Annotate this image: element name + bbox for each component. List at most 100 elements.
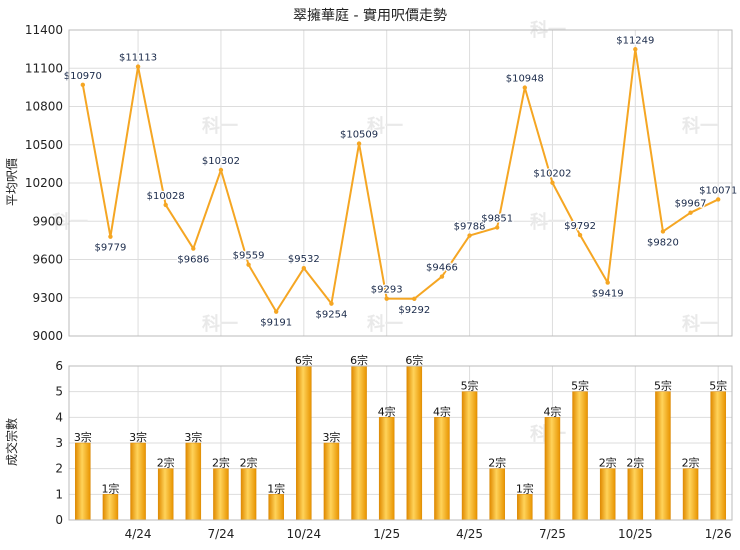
price-data-label: $10948 [506, 74, 544, 85]
volume-bar-label: 2宗 [682, 456, 700, 470]
price-data-label: $11113 [119, 53, 157, 64]
price-tick-label: 10800 [25, 100, 63, 114]
price-data-label: $9779 [95, 243, 127, 254]
volume-bar [75, 442, 91, 521]
volume-tick-label: 3 [55, 436, 63, 450]
volume-bar-label: 5宗 [709, 379, 727, 393]
volume-bar-label: 1宗 [267, 481, 285, 495]
price-point [688, 210, 693, 215]
price-data-label: $9792 [564, 221, 596, 232]
volume-bar-label: 2宗 [488, 456, 506, 470]
price-point [715, 197, 721, 202]
price-data-label: $10509 [340, 130, 378, 141]
volume-bar-label: 4宗 [378, 404, 396, 418]
x-tick-label: 10/24 [287, 527, 322, 541]
volume-bar-label: 2宗 [157, 456, 175, 470]
volume-bar-label: 2宗 [599, 456, 617, 470]
volume-bar [351, 365, 367, 521]
price-plot-frame [68, 29, 733, 337]
price-point [660, 229, 666, 234]
volume-bar-label: 1宗 [516, 481, 534, 495]
price-data-label: $9559 [233, 251, 265, 262]
volume-bar [434, 417, 450, 521]
watermark-text: 科一 [530, 211, 566, 233]
volume-bar [323, 442, 340, 521]
x-tick-label: 7/24 [207, 527, 234, 541]
price-tick-label: 11400 [25, 23, 63, 37]
volume-bar [378, 417, 395, 521]
volume-bar-label: 3宗 [184, 430, 202, 444]
volume-bar [406, 365, 423, 521]
price-point [577, 232, 583, 238]
price-line [81, 48, 719, 313]
price-data-label: $9532 [288, 254, 320, 265]
volume-bar-label: 4宗 [433, 404, 451, 418]
price-data-label: $9292 [398, 305, 430, 316]
volume-bar [655, 391, 671, 521]
price-data-label: $9686 [177, 255, 209, 266]
x-tick-label: 7/25 [539, 527, 566, 541]
price-data-label: $9191 [260, 318, 292, 329]
volume-bar [213, 468, 229, 521]
volume-bar-label: 5宗 [654, 379, 672, 393]
price-point [467, 233, 472, 238]
price-point [522, 85, 528, 90]
price-data-label: $10028 [147, 191, 185, 202]
volume-bar-label: 6宗 [350, 353, 368, 367]
volume-bar [296, 365, 312, 521]
watermark-text: 科一 [367, 313, 403, 335]
watermark-text: 科一 [202, 115, 238, 137]
price-point [135, 64, 141, 69]
volume-bar [157, 468, 174, 521]
x-tick-label: 1/26 [705, 527, 732, 541]
price-data-label: $9254 [316, 310, 348, 321]
volume-bar-label: 2宗 [626, 456, 644, 470]
volume-bar [682, 468, 699, 521]
volume-bar [130, 442, 146, 521]
price-data-label: $9293 [371, 285, 403, 296]
watermark-text: 科一 [367, 115, 403, 137]
volume-bar [102, 494, 119, 521]
chart-title: 翠擁華庭 - 實用呎價走勢 [293, 7, 447, 24]
price-point [412, 296, 417, 301]
volume-bar-label: 3宗 [129, 430, 147, 444]
price-data-label: $10202 [533, 169, 571, 180]
volume-bar-label: 6宗 [405, 353, 423, 367]
price-data-label: $9788 [454, 222, 486, 233]
price-data-label: $9419 [592, 289, 624, 300]
volume-bar-label: 4宗 [543, 404, 561, 418]
volume-bar [489, 468, 505, 521]
price-point [633, 47, 638, 52]
volume-bar [240, 468, 257, 521]
x-tick-label: 10/25 [618, 527, 653, 541]
volume-tick-label: 2 [55, 462, 63, 476]
volume-bar-label: 3宗 [74, 430, 92, 444]
price-tick-label: 9000 [32, 329, 63, 343]
price-point [163, 202, 168, 208]
volume-bar-label: 2宗 [240, 456, 258, 470]
price-data-label: $9967 [675, 199, 707, 210]
price-tick-label: 9600 [32, 253, 63, 267]
price-tick-label: 9300 [32, 291, 63, 305]
volume-tick-label: 6 [55, 359, 63, 373]
volume-bar-label: 6宗 [295, 353, 313, 367]
volume-tick-label: 1 [55, 487, 63, 501]
volume-bar-label: 3宗 [322, 430, 340, 444]
price-point [494, 225, 500, 230]
price-tick-label: 9900 [32, 214, 63, 228]
volume-bar [599, 468, 616, 521]
price-point [439, 274, 445, 279]
volume-bar [268, 494, 284, 521]
price-point [356, 141, 362, 146]
volume-bar-label: 1宗 [101, 481, 119, 495]
volume-bar [517, 494, 533, 521]
price-point [273, 309, 279, 314]
volume-bar [627, 468, 644, 521]
watermark-text: 科一 [52, 211, 88, 233]
volume-bar [710, 391, 726, 521]
volume-tick-label: 0 [55, 513, 63, 527]
price-data-label: $10302 [202, 156, 240, 167]
price-data-label: $11249 [616, 35, 654, 46]
